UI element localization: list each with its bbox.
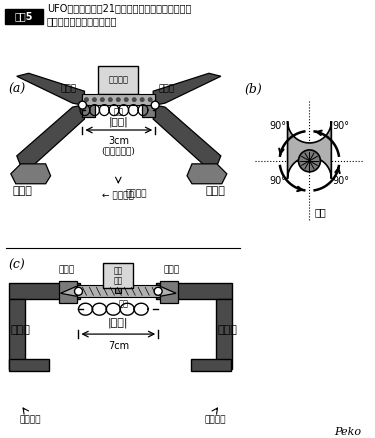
Bar: [82, 95, 95, 117]
Circle shape: [154, 287, 162, 295]
Text: 90°: 90°: [333, 121, 350, 131]
Text: 支点、: 支点、: [159, 85, 175, 94]
Text: アーム: アーム: [206, 186, 226, 196]
Text: ぜん
まい: ぜん まい: [114, 266, 123, 286]
Text: |ばね|: |ばね|: [108, 117, 128, 127]
Circle shape: [140, 97, 145, 102]
Text: シャペル: シャペル: [125, 189, 147, 198]
Polygon shape: [288, 121, 332, 179]
Text: 支点、: 支点、: [58, 265, 75, 274]
Circle shape: [75, 287, 82, 295]
Bar: [142, 95, 155, 117]
Bar: [9, 359, 49, 371]
Circle shape: [124, 97, 129, 102]
Text: 図表5: 図表5: [15, 11, 33, 21]
Text: 支点、: 支点、: [60, 85, 76, 94]
Text: モーター: モーター: [108, 76, 128, 85]
Text: 90°: 90°: [269, 121, 286, 131]
Text: (b): (b): [245, 83, 262, 95]
Bar: [191, 359, 231, 371]
Text: (自然の長さ): (自然の長さ): [101, 146, 135, 155]
Bar: [216, 299, 232, 369]
Circle shape: [92, 97, 97, 102]
Polygon shape: [153, 73, 221, 105]
Text: シャペル: シャペル: [20, 415, 42, 424]
Text: カム: カム: [118, 300, 128, 309]
Text: 7cm: 7cm: [108, 341, 129, 351]
Text: アーム: アーム: [13, 186, 33, 196]
Polygon shape: [17, 73, 84, 105]
Text: カム: カム: [314, 208, 326, 218]
Text: ← シャペル: ← シャペル: [102, 191, 134, 200]
Circle shape: [132, 97, 137, 102]
Bar: [82, 94, 155, 105]
Text: UFOキャッチャー21のメカに組まれているアーム
と引張コイルばねの概略図: UFOキャッチャー21のメカに組まれているアーム と引張コイルばねの概略図: [46, 3, 191, 26]
Circle shape: [78, 101, 87, 109]
Circle shape: [116, 97, 121, 102]
Circle shape: [151, 101, 159, 109]
Text: (c): (c): [9, 259, 26, 272]
Text: 支点、: 支点、: [164, 265, 180, 274]
Bar: [9, 283, 81, 299]
Circle shape: [148, 97, 153, 102]
Text: Peko: Peko: [334, 427, 361, 437]
Circle shape: [100, 97, 105, 102]
Text: (a): (a): [9, 83, 26, 95]
Bar: [160, 281, 178, 303]
Text: 3cm: 3cm: [108, 136, 129, 146]
Text: 90°: 90°: [269, 176, 286, 186]
Polygon shape: [11, 164, 51, 184]
Polygon shape: [17, 105, 84, 166]
Bar: [5, 9, 43, 25]
Polygon shape: [187, 164, 227, 184]
Text: アーム: アーム: [218, 325, 238, 335]
Bar: [116, 288, 121, 293]
Text: 90°: 90°: [333, 176, 350, 186]
Text: シャペル: シャペル: [204, 415, 226, 424]
Polygon shape: [153, 105, 221, 166]
Bar: [98, 66, 138, 94]
Bar: [9, 299, 25, 369]
Text: アーム: アーム: [11, 325, 31, 335]
Text: |ばね|: |ばね|: [108, 318, 129, 328]
Bar: [104, 263, 133, 288]
Bar: [70, 285, 166, 297]
Polygon shape: [61, 286, 76, 296]
Circle shape: [84, 97, 89, 102]
Polygon shape: [160, 286, 176, 296]
Circle shape: [108, 97, 113, 102]
Text: カム: カム: [113, 108, 123, 117]
Bar: [58, 281, 76, 303]
Bar: [156, 283, 232, 299]
Circle shape: [298, 150, 320, 172]
